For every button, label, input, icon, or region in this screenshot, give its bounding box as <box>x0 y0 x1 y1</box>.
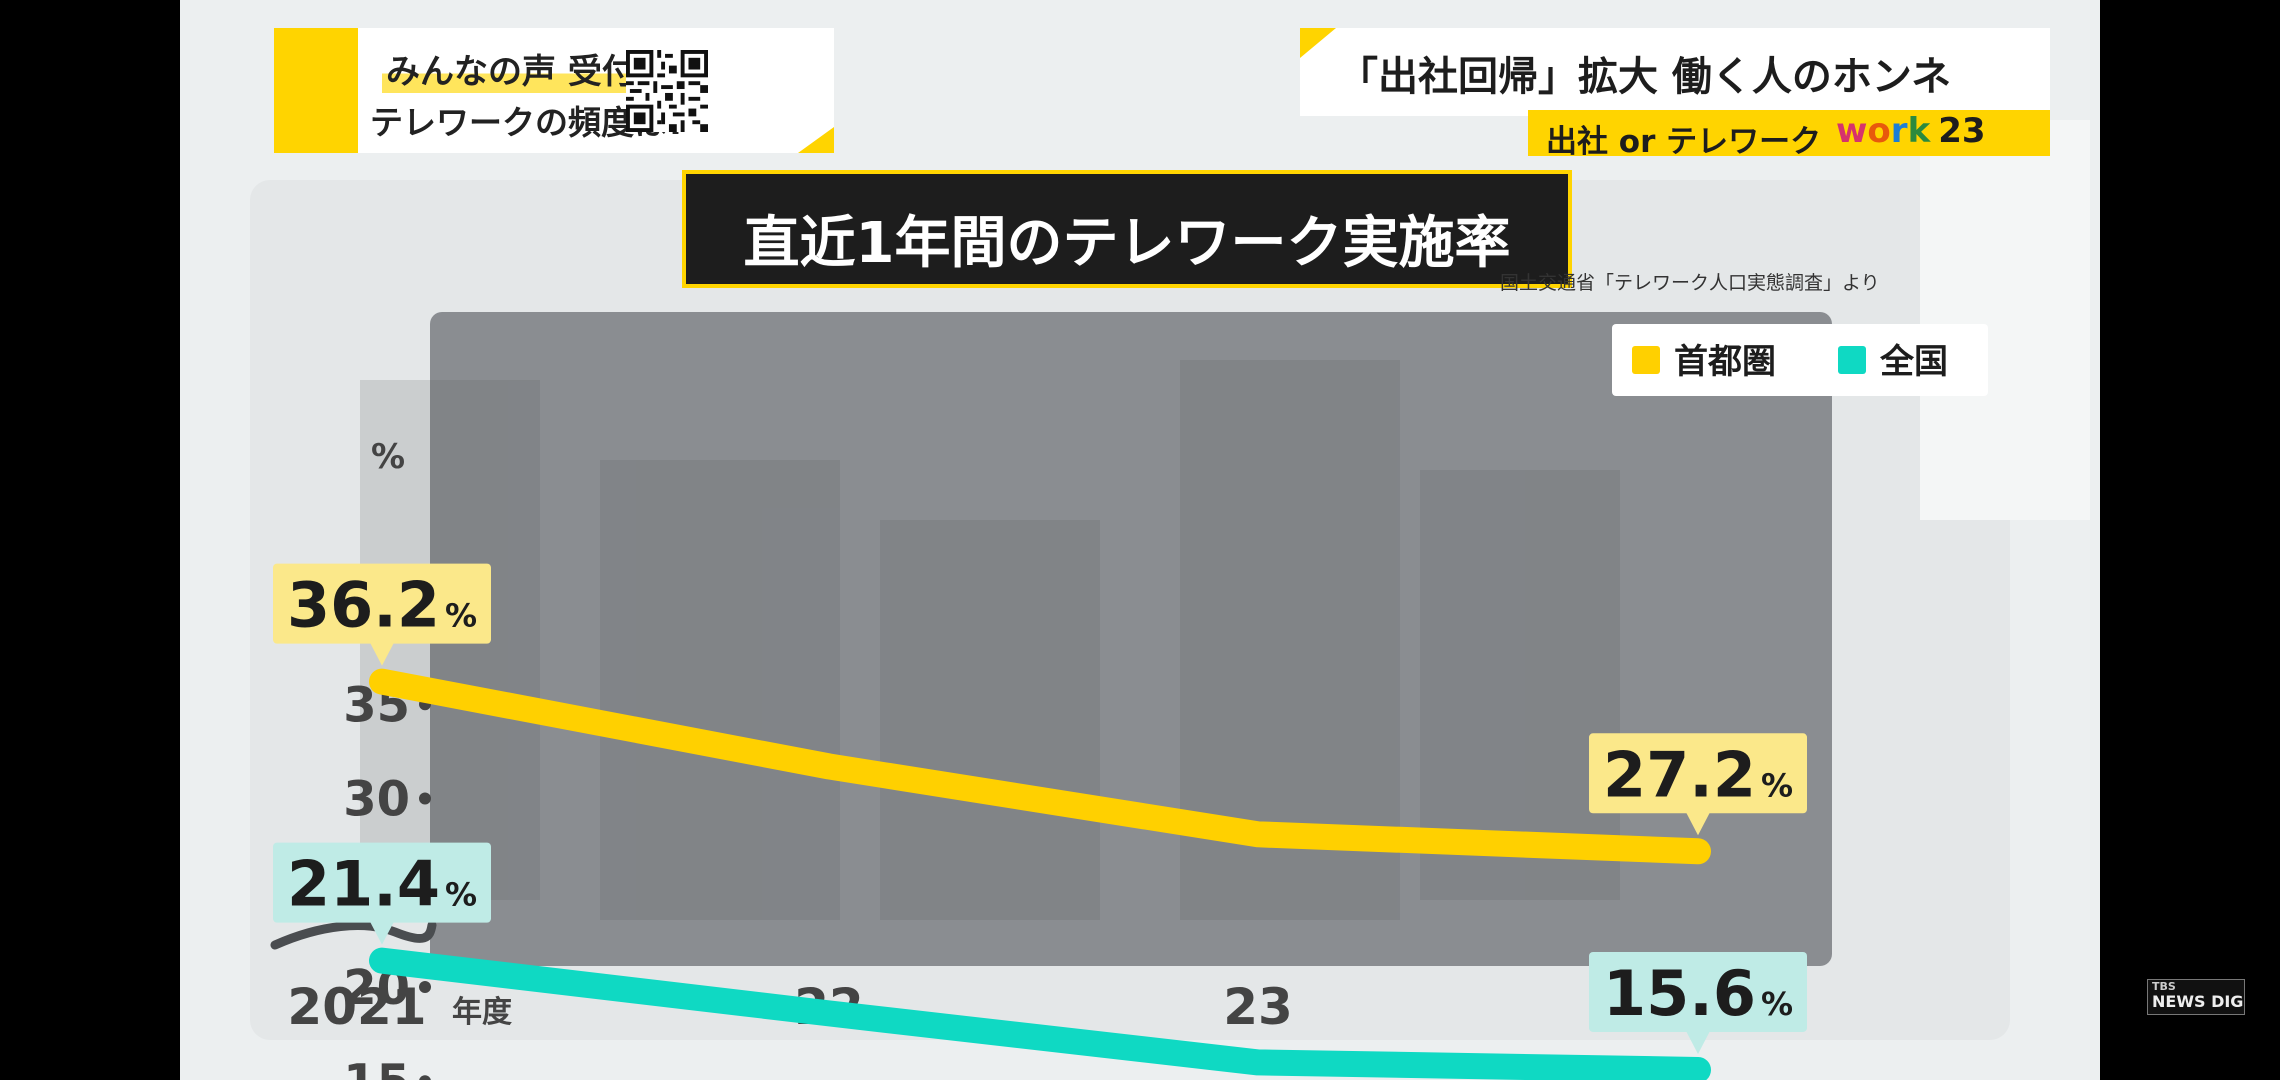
data-label-box <box>273 842 491 923</box>
data-label-value: 36.2 <box>287 569 440 642</box>
data-label-box <box>273 563 491 644</box>
banner-notch <box>1300 28 1336 58</box>
logo-bottom-text: NEWS DIG <box>2152 992 2244 1011</box>
chart-source: 国土交通省「テレワーク人口実態調査」より <box>1500 272 1880 294</box>
legend: 首都圏 全国 <box>1612 324 1988 396</box>
plot-decoration-block <box>600 460 840 920</box>
data-label-box <box>1589 733 1807 814</box>
legend-label: 首都圏 <box>1674 342 1776 382</box>
y-unit-label: % <box>371 437 405 477</box>
chart-title: 直近1年間のテレワーク実施率 <box>743 211 1511 276</box>
data-label-pointer <box>1686 812 1710 836</box>
banner-corner <box>798 127 834 153</box>
data-label-unit: % <box>445 876 477 914</box>
data-label-unit: % <box>1761 766 1793 804</box>
viewer-voice-banner: みんなの声 受付中 テレワークの頻度は? <box>274 28 834 153</box>
legend-box <box>1612 324 1988 396</box>
plot-decoration-block <box>1420 470 1620 900</box>
program-logo: work 23 <box>1836 111 1986 151</box>
line-chart: 403530252015%2021年度22232436.2%27.2%21.4%… <box>270 312 1988 1080</box>
y-tick-label: 30 <box>343 772 410 828</box>
banner-headline: みんなの声 受付中 <box>382 44 674 93</box>
chart-title-box: 直近1年間のテレワーク実施率 <box>682 170 1572 288</box>
data-label-box <box>1589 951 1807 1032</box>
brand-work-text: work <box>1836 111 1931 151</box>
data-label-value: 27.2 <box>1603 738 1756 811</box>
data-label: 21.4% <box>273 842 491 945</box>
banner-accent <box>274 28 358 153</box>
data-label-value: 15.6 <box>1603 957 1756 1030</box>
series-line-metro <box>369 668 1711 865</box>
background-panel-right <box>1920 120 2090 520</box>
legend-label: 全国 <box>1879 342 1948 382</box>
legend-swatch <box>1632 346 1660 374</box>
axis-break-icon <box>270 920 437 950</box>
x-tick-label: 2021 <box>287 978 426 1036</box>
data-label: 15.6% <box>1589 951 1807 1054</box>
data-label-pointer <box>1686 1030 1710 1054</box>
logo-top-text: TBS <box>2152 980 2176 993</box>
data-label-pointer <box>370 642 394 666</box>
data-label-pointer <box>370 921 394 945</box>
brand-number: 23 <box>1938 111 1986 151</box>
data-label: 27.2% <box>1589 733 1807 836</box>
program-title: 「出社回帰」拡大 働く人のホンネ <box>1338 54 1952 100</box>
y-tick-label: 15 <box>343 1054 410 1080</box>
series-line-national <box>369 947 1711 1080</box>
legend-swatch <box>1838 346 1866 374</box>
x-tick-suffix: 年度 <box>452 995 512 1030</box>
y-tick-dot <box>419 792 431 805</box>
broadcast-frame: みんなの声 受付中 テレワークの頻度は? <box>180 0 2100 1080</box>
plot-area <box>430 312 1832 966</box>
y-tick-dot <box>419 1075 431 1080</box>
program-subtitle-box: 出社 or テレワーク work 23 <box>1528 110 2050 160</box>
data-label-unit: % <box>1761 985 1793 1023</box>
program-title-box: 「出社回帰」拡大 働く人のホンネ <box>1300 28 2050 116</box>
data-label: 36.2% <box>273 563 491 666</box>
y-tick-dot <box>419 981 431 993</box>
qr-code-icon[interactable] <box>626 50 708 132</box>
data-label-value: 21.4 <box>287 848 440 921</box>
data-label-unit: % <box>445 597 477 635</box>
program-subtitle: 出社 or テレワーク <box>1546 124 1822 160</box>
plot-decoration-block <box>880 520 1100 920</box>
program-banner: 「出社回帰」拡大 働く人のホンネ 出社 or テレワーク work 23 <box>1300 28 2050 160</box>
news-dig-logo: TBS NEWS DIG <box>2147 979 2245 1015</box>
x-tick-label: 23 <box>1223 978 1293 1036</box>
